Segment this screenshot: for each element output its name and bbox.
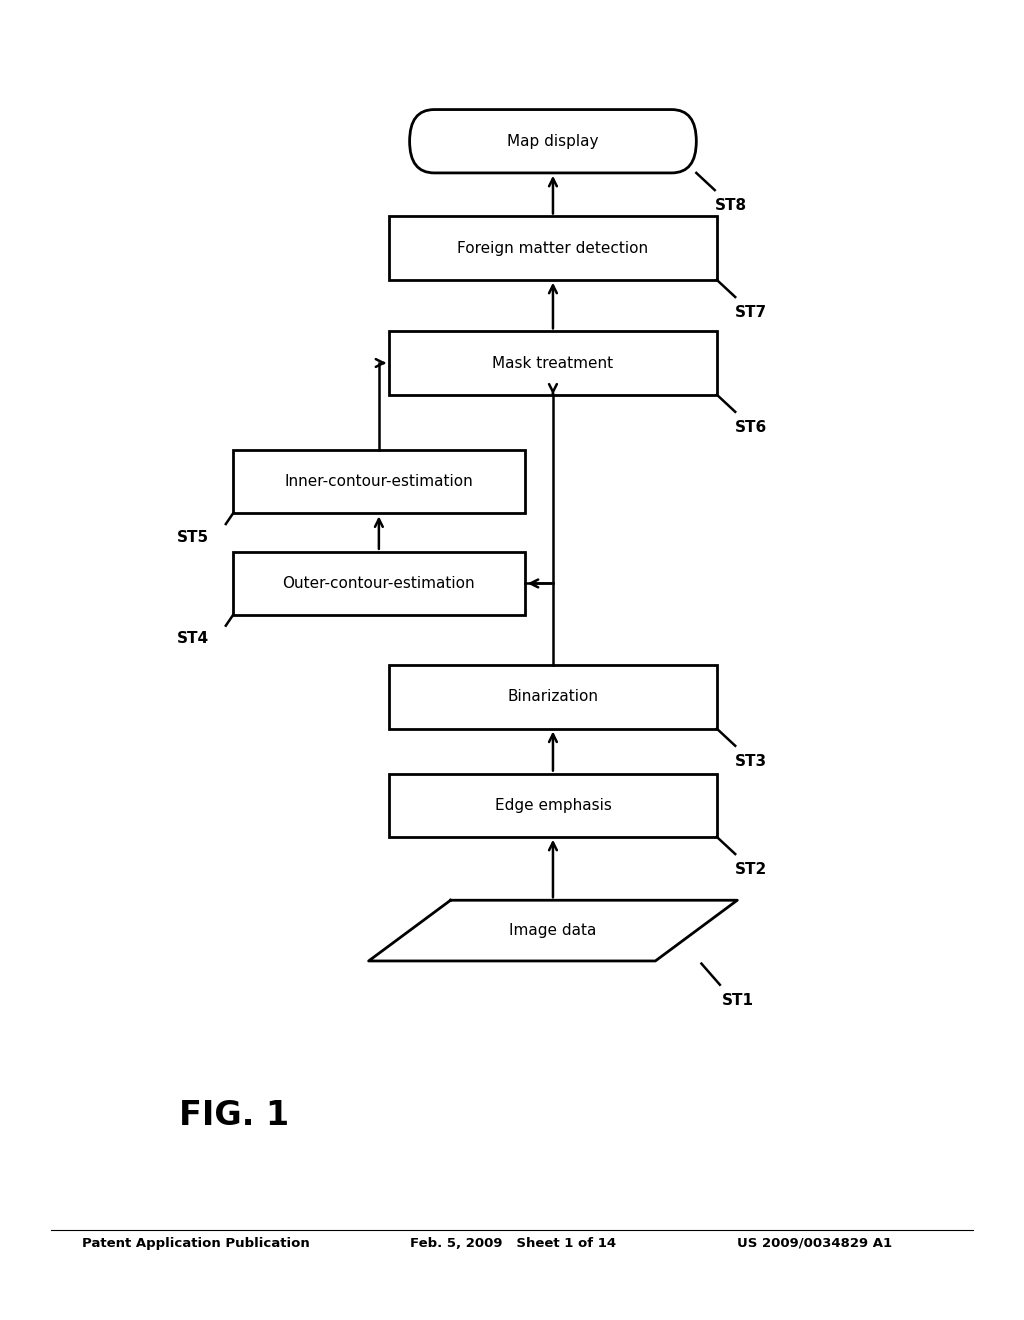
Text: ST6: ST6: [735, 420, 767, 436]
FancyBboxPatch shape: [410, 110, 696, 173]
Text: Map display: Map display: [507, 133, 599, 149]
Text: Image data: Image data: [509, 923, 597, 939]
Text: Inner-contour-estimation: Inner-contour-estimation: [285, 474, 473, 490]
Text: ST8: ST8: [715, 198, 746, 214]
Text: Edge emphasis: Edge emphasis: [495, 797, 611, 813]
Text: ST4: ST4: [177, 631, 209, 647]
Text: Feb. 5, 2009   Sheet 1 of 14: Feb. 5, 2009 Sheet 1 of 14: [410, 1237, 615, 1250]
Text: ST3: ST3: [735, 754, 767, 770]
Text: Outer-contour-estimation: Outer-contour-estimation: [283, 576, 475, 591]
Text: FIG. 1: FIG. 1: [179, 1098, 290, 1133]
FancyBboxPatch shape: [389, 665, 717, 729]
FancyBboxPatch shape: [233, 552, 524, 615]
FancyBboxPatch shape: [389, 774, 717, 837]
FancyBboxPatch shape: [389, 331, 717, 395]
Text: ST2: ST2: [735, 862, 767, 878]
Text: Mask treatment: Mask treatment: [493, 355, 613, 371]
Polygon shape: [369, 900, 737, 961]
Text: Foreign matter detection: Foreign matter detection: [458, 240, 648, 256]
Text: Binarization: Binarization: [508, 689, 598, 705]
FancyBboxPatch shape: [233, 450, 524, 513]
Text: US 2009/0034829 A1: US 2009/0034829 A1: [737, 1237, 892, 1250]
Text: Patent Application Publication: Patent Application Publication: [82, 1237, 309, 1250]
Text: ST1: ST1: [722, 993, 754, 1008]
Text: ST5: ST5: [177, 529, 209, 545]
Text: ST7: ST7: [735, 305, 767, 321]
FancyBboxPatch shape: [389, 216, 717, 280]
